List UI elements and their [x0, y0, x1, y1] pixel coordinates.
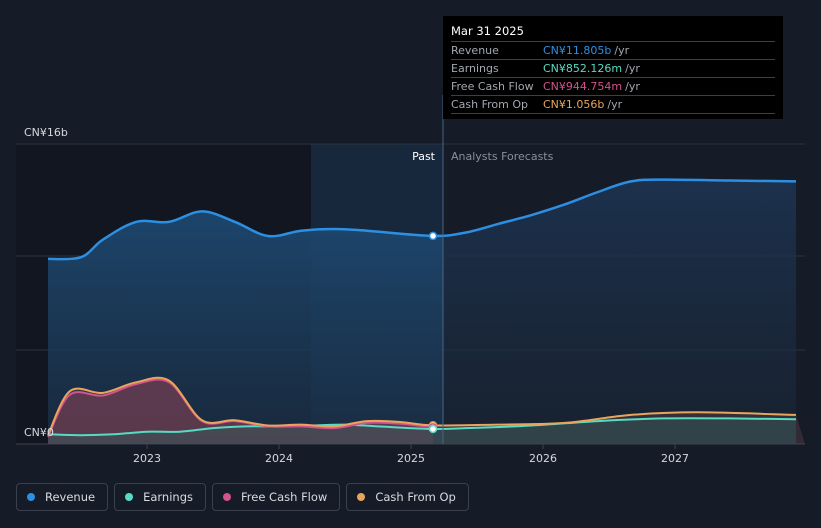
forecast-label: Analysts Forecasts [451, 150, 554, 163]
tooltip-row-revenue: Revenue CN¥11.805b /yr [451, 42, 775, 60]
x-tick-label: 2027 [661, 452, 689, 465]
tooltip-unit: /yr [614, 44, 630, 57]
legend-item-earnings[interactable]: Earnings [114, 483, 206, 511]
free-cash-flow-area [48, 379, 433, 444]
marker-dot-revenue [428, 231, 438, 241]
tooltip: Mar 31 2025 Revenue CN¥11.805b /yr Earni… [443, 16, 783, 119]
legend-label: Free Cash Flow [241, 490, 328, 504]
legend-dot-icon [223, 493, 231, 501]
tooltip-row-earnings: Earnings CN¥852.126m /yr [451, 60, 775, 78]
tooltip-row-cash-from-op: Cash From Op CN¥1.056b /yr [451, 96, 775, 114]
legend-item-revenue[interactable]: Revenue [16, 483, 109, 511]
tooltip-value: CN¥1.056b [543, 98, 605, 111]
x-tick-label: 2023 [133, 452, 161, 465]
past-label: Past [412, 150, 436, 163]
tooltip-value: CN¥852.126m [543, 62, 623, 75]
y-tick-label: CN¥16b [24, 126, 68, 139]
tooltip-label: Revenue [451, 44, 499, 57]
tooltip-value: CN¥944.754m [543, 80, 623, 93]
legend-label: Revenue [45, 490, 96, 504]
y-tick-label: CN¥0 [24, 426, 54, 439]
tooltip-value: CN¥11.805b [543, 44, 612, 57]
cash-from-op-line [47, 376, 797, 436]
legend-dot-icon [125, 493, 134, 501]
tooltip-unit: /yr [625, 80, 640, 93]
tooltip-label: Earnings [451, 62, 499, 75]
legend-item-free-cash-flow[interactable]: Free Cash Flow [212, 483, 341, 511]
legend-dot-icon [27, 493, 35, 501]
x-tick-label: 2024 [265, 452, 293, 465]
marker-dot-earnings [428, 424, 438, 434]
tooltip-unit: /yr [625, 62, 640, 75]
earnings-line [47, 417, 797, 437]
tooltip-unit: /yr [607, 98, 623, 111]
tooltip-date: Mar 31 2025 [451, 24, 775, 42]
x-tick-label: 2026 [529, 452, 557, 465]
revenue-line [47, 178, 797, 261]
tooltip-row-free-cash-flow: Free Cash Flow CN¥944.754m /yr [451, 78, 775, 96]
x-tick-label: 2025 [397, 452, 425, 465]
legend: Revenue Earnings Free Cash Flow Cash Fro… [16, 483, 469, 511]
legend-dot-icon [357, 493, 366, 501]
legend-label: Cash From Op [375, 490, 456, 504]
earnings-area [48, 418, 796, 444]
tooltip-label: Free Cash Flow [451, 80, 534, 93]
tooltip-label: Cash From Op [451, 98, 529, 111]
legend-item-cash-from-op[interactable]: Cash From Op [346, 483, 469, 511]
legend-label: Earnings [143, 490, 193, 504]
